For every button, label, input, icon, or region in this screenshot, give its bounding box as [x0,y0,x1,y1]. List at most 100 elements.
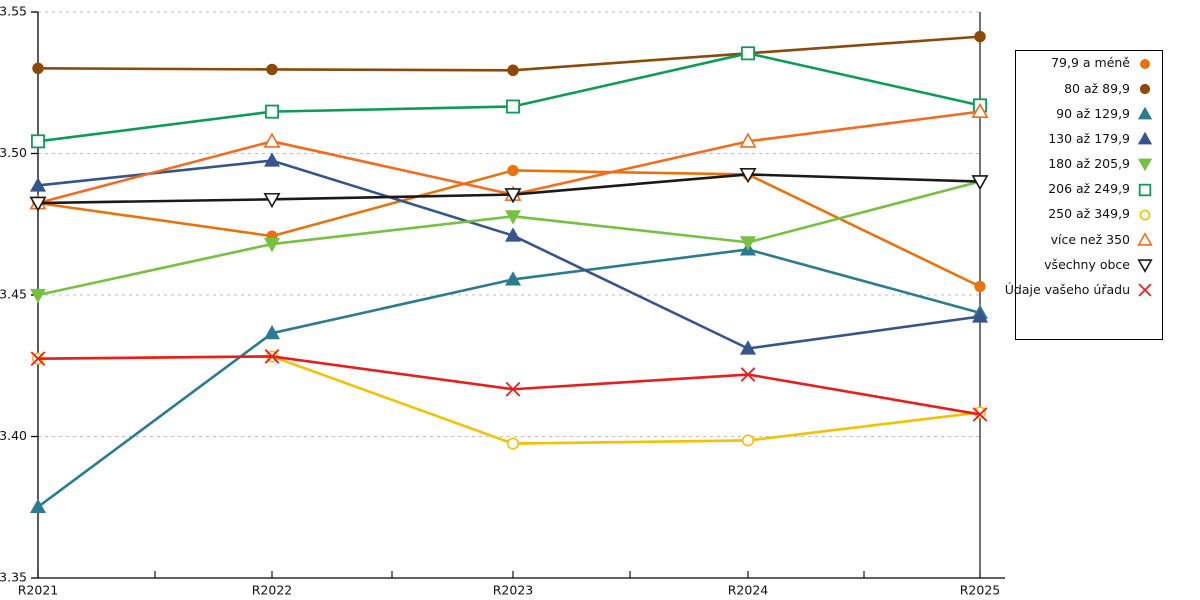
legend-item[interactable]: více než 350 [1016,227,1162,252]
y-tick-label: 3.45 [0,287,27,302]
marker-triangle-up [971,102,989,119]
marker-triangle-up [504,227,522,242]
legend-marker-icon [1140,58,1150,69]
marker-triangle-down [504,210,522,225]
legend-marker-icon [1137,232,1153,246]
legend-item-label: 206 až 249,9 [1048,181,1130,197]
marker-triangle-down [739,168,757,184]
marker-cross-stroke [264,349,280,364]
marker-cross-stroke [740,367,756,382]
marker-circle [266,63,278,76]
marker-generic [507,164,519,177]
legend-item[interactable]: Údaje vašeho úřadu [1005,278,1162,303]
legend-item-label: 250 až 349,9 [1048,206,1130,222]
series-line [36,248,982,509]
legend-item-label: Údaje vašeho úřadu [1004,282,1130,298]
legend-item[interactable]: 130 až 179,9 [1016,127,1162,152]
y-tick-label: 3.50 [0,145,27,160]
marker-cross-stroke [505,381,521,397]
legend-marker-icon [1139,83,1151,94]
marker-cross-x [264,349,280,364]
marker-circle [32,62,44,75]
x-tick-label: R2024 [728,583,769,598]
marker-triangle-down [29,196,47,212]
marker-triangle-down [263,192,281,209]
legend-item-label: 130 až 179,9 [1048,130,1130,146]
x-tick-label: R2023 [493,583,534,598]
series-1 [32,164,986,293]
marker-circle [973,406,987,419]
series-5 [29,175,989,304]
marker-triangle-up [29,177,47,192]
legend-item-label: 79,9 a méně [1051,55,1130,71]
y-tick-label: 3.35 [0,570,27,585]
x-tick-label: R2025 [960,583,1001,598]
marker-triangle-up [739,340,757,355]
legend-item-label: všechny obce [1044,256,1130,272]
series-line [36,355,982,445]
marker-generic [1140,58,1150,69]
grid-lines [38,11,980,437]
series-6 [31,46,987,149]
series-10 [30,349,988,422]
marker-circle [974,30,986,43]
marker-circle [1139,209,1151,221]
marker-cross-stroke [972,407,988,422]
chart-legend: 79,9 a méně 80 až 89,9 90 až 129,9 130 až 1… [1005,50,1163,340]
legend-marker-icon [1137,131,1153,145]
series-3 [29,241,989,514]
legend-marker-icon [1137,158,1153,172]
legend-item-label: 90 až 129,9 [1056,105,1130,121]
marker-triangle-up [29,498,47,514]
marker-square [1138,183,1152,196]
legend-marker-icon [1138,183,1152,196]
marker-generic [974,280,986,293]
legend-item[interactable]: 206 až 249,9 [1016,177,1162,202]
marker-circle [506,437,520,450]
legend-item[interactable]: všechny obce [1016,253,1162,278]
marker-square [506,99,520,114]
x-tick-label: R2021 [18,583,59,598]
marker-triangle-up [263,132,281,148]
legend-item[interactable]: 180 až 205,9 [1016,152,1162,177]
x-tick-label: R2022 [252,583,293,598]
legend-item-label: 180 až 205,9 [1048,156,1130,172]
legend-marker-icon [1139,209,1151,221]
series-7 [31,350,987,450]
legend-marker-icon [1137,106,1153,120]
marker-circle [507,64,519,77]
marker-triangle-up [1137,232,1153,246]
marker-square [31,134,45,149]
series-group [29,30,989,514]
legend-item[interactable]: 90 až 129,9 [1016,101,1162,126]
series-line [36,169,982,288]
tick-labels: 3.35 3.40 3.45 3.50 3.55 R2021 R2022 R2023 R2024… [0,4,1000,598]
marker-square [265,104,279,119]
marker-triangle-up [1137,106,1153,120]
marker-triangle-up [739,132,757,148]
marker-triangle-up [504,271,522,286]
legend-item[interactable]: 80 až 89,9 [1016,76,1162,101]
marker-cross-x [1138,283,1152,297]
y-tick-label: 3.40 [0,428,27,443]
legend-item-label: více než 350 [1050,231,1130,247]
legend-marker-icon [1138,283,1152,297]
marker-triangle-up [263,152,281,167]
series-line [36,35,982,72]
legend-item[interactable]: 250 až 349,9 [1016,202,1162,227]
marker-triangle-up [971,308,989,323]
legend-item[interactable]: 79,9 a méně [1016,51,1162,76]
marker-triangle-down [263,237,281,253]
marker-triangle-down [504,188,522,204]
series-9 [29,168,989,212]
series-4 [29,152,989,355]
marker-triangle-down [739,236,757,251]
legend-item-label: 80 až 89,9 [1064,80,1130,96]
marker-triangle-down [1137,158,1153,172]
marker-cross-x [972,407,988,422]
marker-cross-x [740,367,756,382]
marker-triangle-up [1137,131,1153,145]
marker-square [741,46,755,61]
